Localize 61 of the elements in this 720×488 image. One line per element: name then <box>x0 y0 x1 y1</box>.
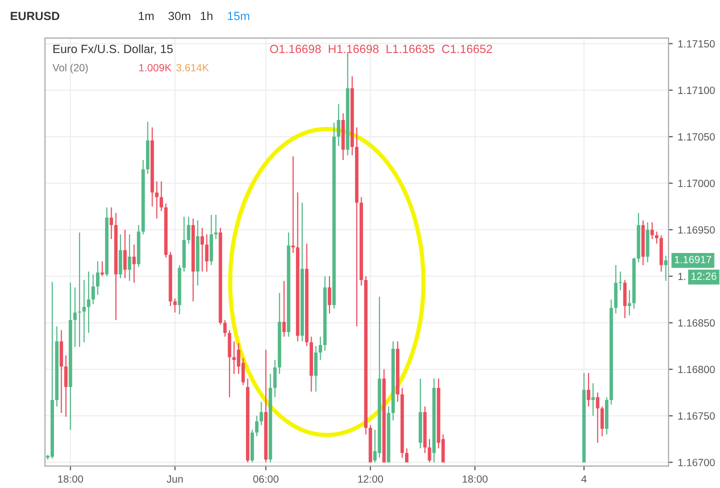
y-tick-label: 1.16750 <box>678 412 715 420</box>
candlestick <box>336 104 340 147</box>
candlestick <box>260 401 264 426</box>
text: 15m <box>228 12 250 20</box>
candlestick <box>600 406 604 437</box>
y-tick-label: 1.16800 <box>678 366 715 374</box>
candlestick <box>205 234 208 272</box>
candlestick <box>110 206 114 240</box>
candlestick <box>618 271 622 291</box>
candlestick <box>160 180 164 212</box>
text: EURUSD <box>10 12 60 20</box>
y-tick-label: 1.16700 <box>678 458 715 466</box>
chart-title: Euro Fx/U.S. Dollar, 15 <box>53 44 173 55</box>
x-tick-label: 06:00 <box>253 475 278 483</box>
candlestick <box>586 372 590 408</box>
candlestick <box>650 222 654 240</box>
text: 12:26 <box>692 272 716 280</box>
x-tick-label: 18:00 <box>58 475 84 483</box>
candlestick <box>82 279 86 343</box>
text: 1m <box>138 12 154 20</box>
candlestick <box>591 382 595 416</box>
y-tick-label: 1.17100 <box>678 86 715 94</box>
candlestick <box>664 255 668 282</box>
candlestick <box>91 274 95 305</box>
candlestick <box>100 260 104 277</box>
annotation: Vol (20) <box>52 64 88 74</box>
candlestick <box>132 244 136 284</box>
candlestick <box>282 280 286 338</box>
candlestick <box>186 216 190 244</box>
annotation: 3.614K <box>176 64 209 72</box>
candlestick <box>64 354 68 418</box>
x-tick-label: 4 <box>581 475 587 483</box>
candlestick <box>86 271 90 334</box>
candlestick <box>628 290 632 316</box>
text: 30m <box>168 12 190 20</box>
candlestick <box>214 214 218 240</box>
candlestick <box>405 448 408 463</box>
y-tick-label: 1.16950 <box>678 226 715 234</box>
text: 1.16917 <box>674 256 712 264</box>
y-tick-label: 1.17050 <box>678 133 715 141</box>
candlestick <box>318 336 322 361</box>
candlestick <box>291 156 295 254</box>
candlestick <box>155 180 158 220</box>
annotation: 1.009K <box>139 64 172 72</box>
x-tick-label: Jun <box>166 475 183 483</box>
candlestick <box>596 392 600 444</box>
candlestick <box>255 415 258 437</box>
candlestick <box>623 279 627 319</box>
candlestick <box>314 345 318 392</box>
x-tick-label: 12:00 <box>358 475 384 483</box>
candlestick <box>96 260 100 296</box>
y-tick-label: 1.16850 <box>678 319 715 327</box>
text: 1h <box>200 12 212 20</box>
candlestick <box>655 231 658 244</box>
candlestick <box>78 232 82 348</box>
y-tick-label: 1.17150 <box>678 40 715 48</box>
y-tick-label: 1.17000 <box>678 180 715 188</box>
chart-subtitle: O1.16698 H1.16698 L1.16635 C1.16652 <box>270 44 492 54</box>
candlestick <box>200 227 204 272</box>
y-tick-label: 1. <box>678 272 686 280</box>
x-tick-label: 18:00 <box>462 475 488 483</box>
